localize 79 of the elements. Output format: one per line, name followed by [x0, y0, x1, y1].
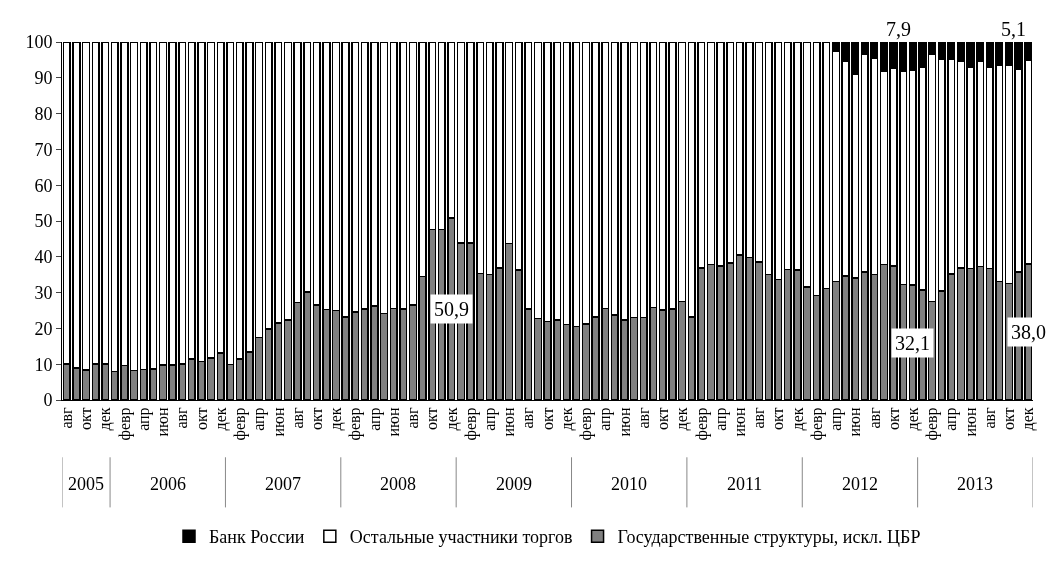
x-tick-label: дек [557, 407, 576, 431]
x-tick-label: апр [250, 407, 269, 431]
x-tick-label: дек [904, 407, 923, 431]
x-tick-label: июн [269, 406, 287, 437]
x-tick-label: окт [192, 407, 210, 430]
text: 2009 [496, 474, 532, 494]
x-tick-label: авг [865, 406, 883, 429]
y-tick-label: 90 [34, 68, 53, 89]
y-tick-label: 70 [34, 139, 53, 160]
y-tick-label: 20 [34, 318, 53, 339]
text: 2010 [611, 474, 647, 494]
x-tick-label: авг [173, 406, 191, 429]
x-tick-label: окт [307, 407, 325, 430]
y-tick-label: 0 [43, 390, 53, 411]
x-tick-label: окт [769, 407, 787, 430]
y-tick-label: 10 [34, 354, 53, 375]
x-tick-label: авг [404, 406, 422, 429]
x-tick-label: дек [788, 407, 807, 431]
x-tick-label: дек [211, 407, 230, 431]
legend-label: Остальные участники торгов [349, 527, 573, 548]
x-tick-label: февр [231, 407, 250, 441]
x-tick-label: февр [923, 407, 942, 441]
y-tick-label: 50 [34, 211, 53, 232]
x-tick-label: окт [884, 407, 902, 430]
y-tick-label: 100 [25, 32, 53, 53]
x-tick-label: июн [500, 406, 518, 437]
x-tick-label: февр [807, 407, 826, 441]
x-tick-label: апр [365, 407, 384, 431]
data-label: 7,9 [886, 18, 911, 40]
x-tick-label: июн [615, 406, 633, 437]
x-tick-label: февр [346, 407, 365, 441]
x-tick-label: апр [134, 407, 153, 431]
x-tick-label: апр [942, 407, 961, 431]
x-tick-label: окт [538, 407, 556, 430]
x-tick-label: февр [115, 407, 134, 441]
legend-label: Банк России [209, 527, 305, 548]
x-tick-label: авг [634, 406, 652, 429]
x-tick-label: июн [154, 406, 172, 437]
x-tick-label: авг [980, 406, 998, 429]
x-tick-label: окт [1000, 407, 1018, 430]
x-tick-label: июн [961, 406, 979, 437]
x-tick-label: июн [730, 406, 748, 437]
x-tick-label: окт [654, 407, 672, 430]
data-label: 5,1 [1001, 18, 1026, 40]
x-tick-label: авг [288, 406, 306, 429]
x-tick-label: июн [846, 406, 864, 437]
x-tick-label: авг [750, 406, 768, 429]
x-tick-label: июн [384, 406, 402, 437]
x-tick-label: дек [442, 407, 461, 431]
x-tick-label: апр [481, 407, 500, 431]
x-tick-label: авг [58, 406, 76, 429]
x-tick-label: авг [519, 406, 537, 429]
x-tick-label: окт [77, 407, 95, 430]
text: 2011 [727, 474, 763, 494]
x-tick-label: окт [423, 407, 441, 430]
x-tick-label: апр [827, 407, 846, 431]
data-label: 50,9 [434, 298, 469, 320]
text: 2005 [68, 474, 104, 494]
legend-label: Государственные структуры, искл. ЦБР [617, 527, 921, 548]
text: 2013 [957, 474, 993, 494]
x-tick-label: дек [673, 407, 692, 431]
x-tick-label: дек [96, 407, 115, 431]
text: 2006 [150, 474, 186, 494]
y-tick-label: 60 [34, 175, 53, 196]
data-label: 38,0 [1011, 321, 1046, 343]
y-tick-label: 40 [34, 247, 53, 268]
text: 2007 [265, 474, 301, 494]
x-tick-label: апр [711, 407, 730, 431]
x-tick-label: дек [327, 407, 346, 431]
x-tick-label: февр [461, 407, 480, 441]
x-tick-label: дек [1019, 407, 1038, 431]
x-tick-label: апр [596, 407, 615, 431]
x-tick-label: февр [692, 407, 711, 441]
text: 2008 [380, 474, 416, 494]
x-tick-label: февр [577, 407, 596, 441]
text: 2012 [842, 474, 878, 494]
data-label: 32,1 [895, 332, 930, 354]
y-tick-label: 30 [34, 282, 53, 303]
y-tick-label: 80 [34, 103, 53, 124]
